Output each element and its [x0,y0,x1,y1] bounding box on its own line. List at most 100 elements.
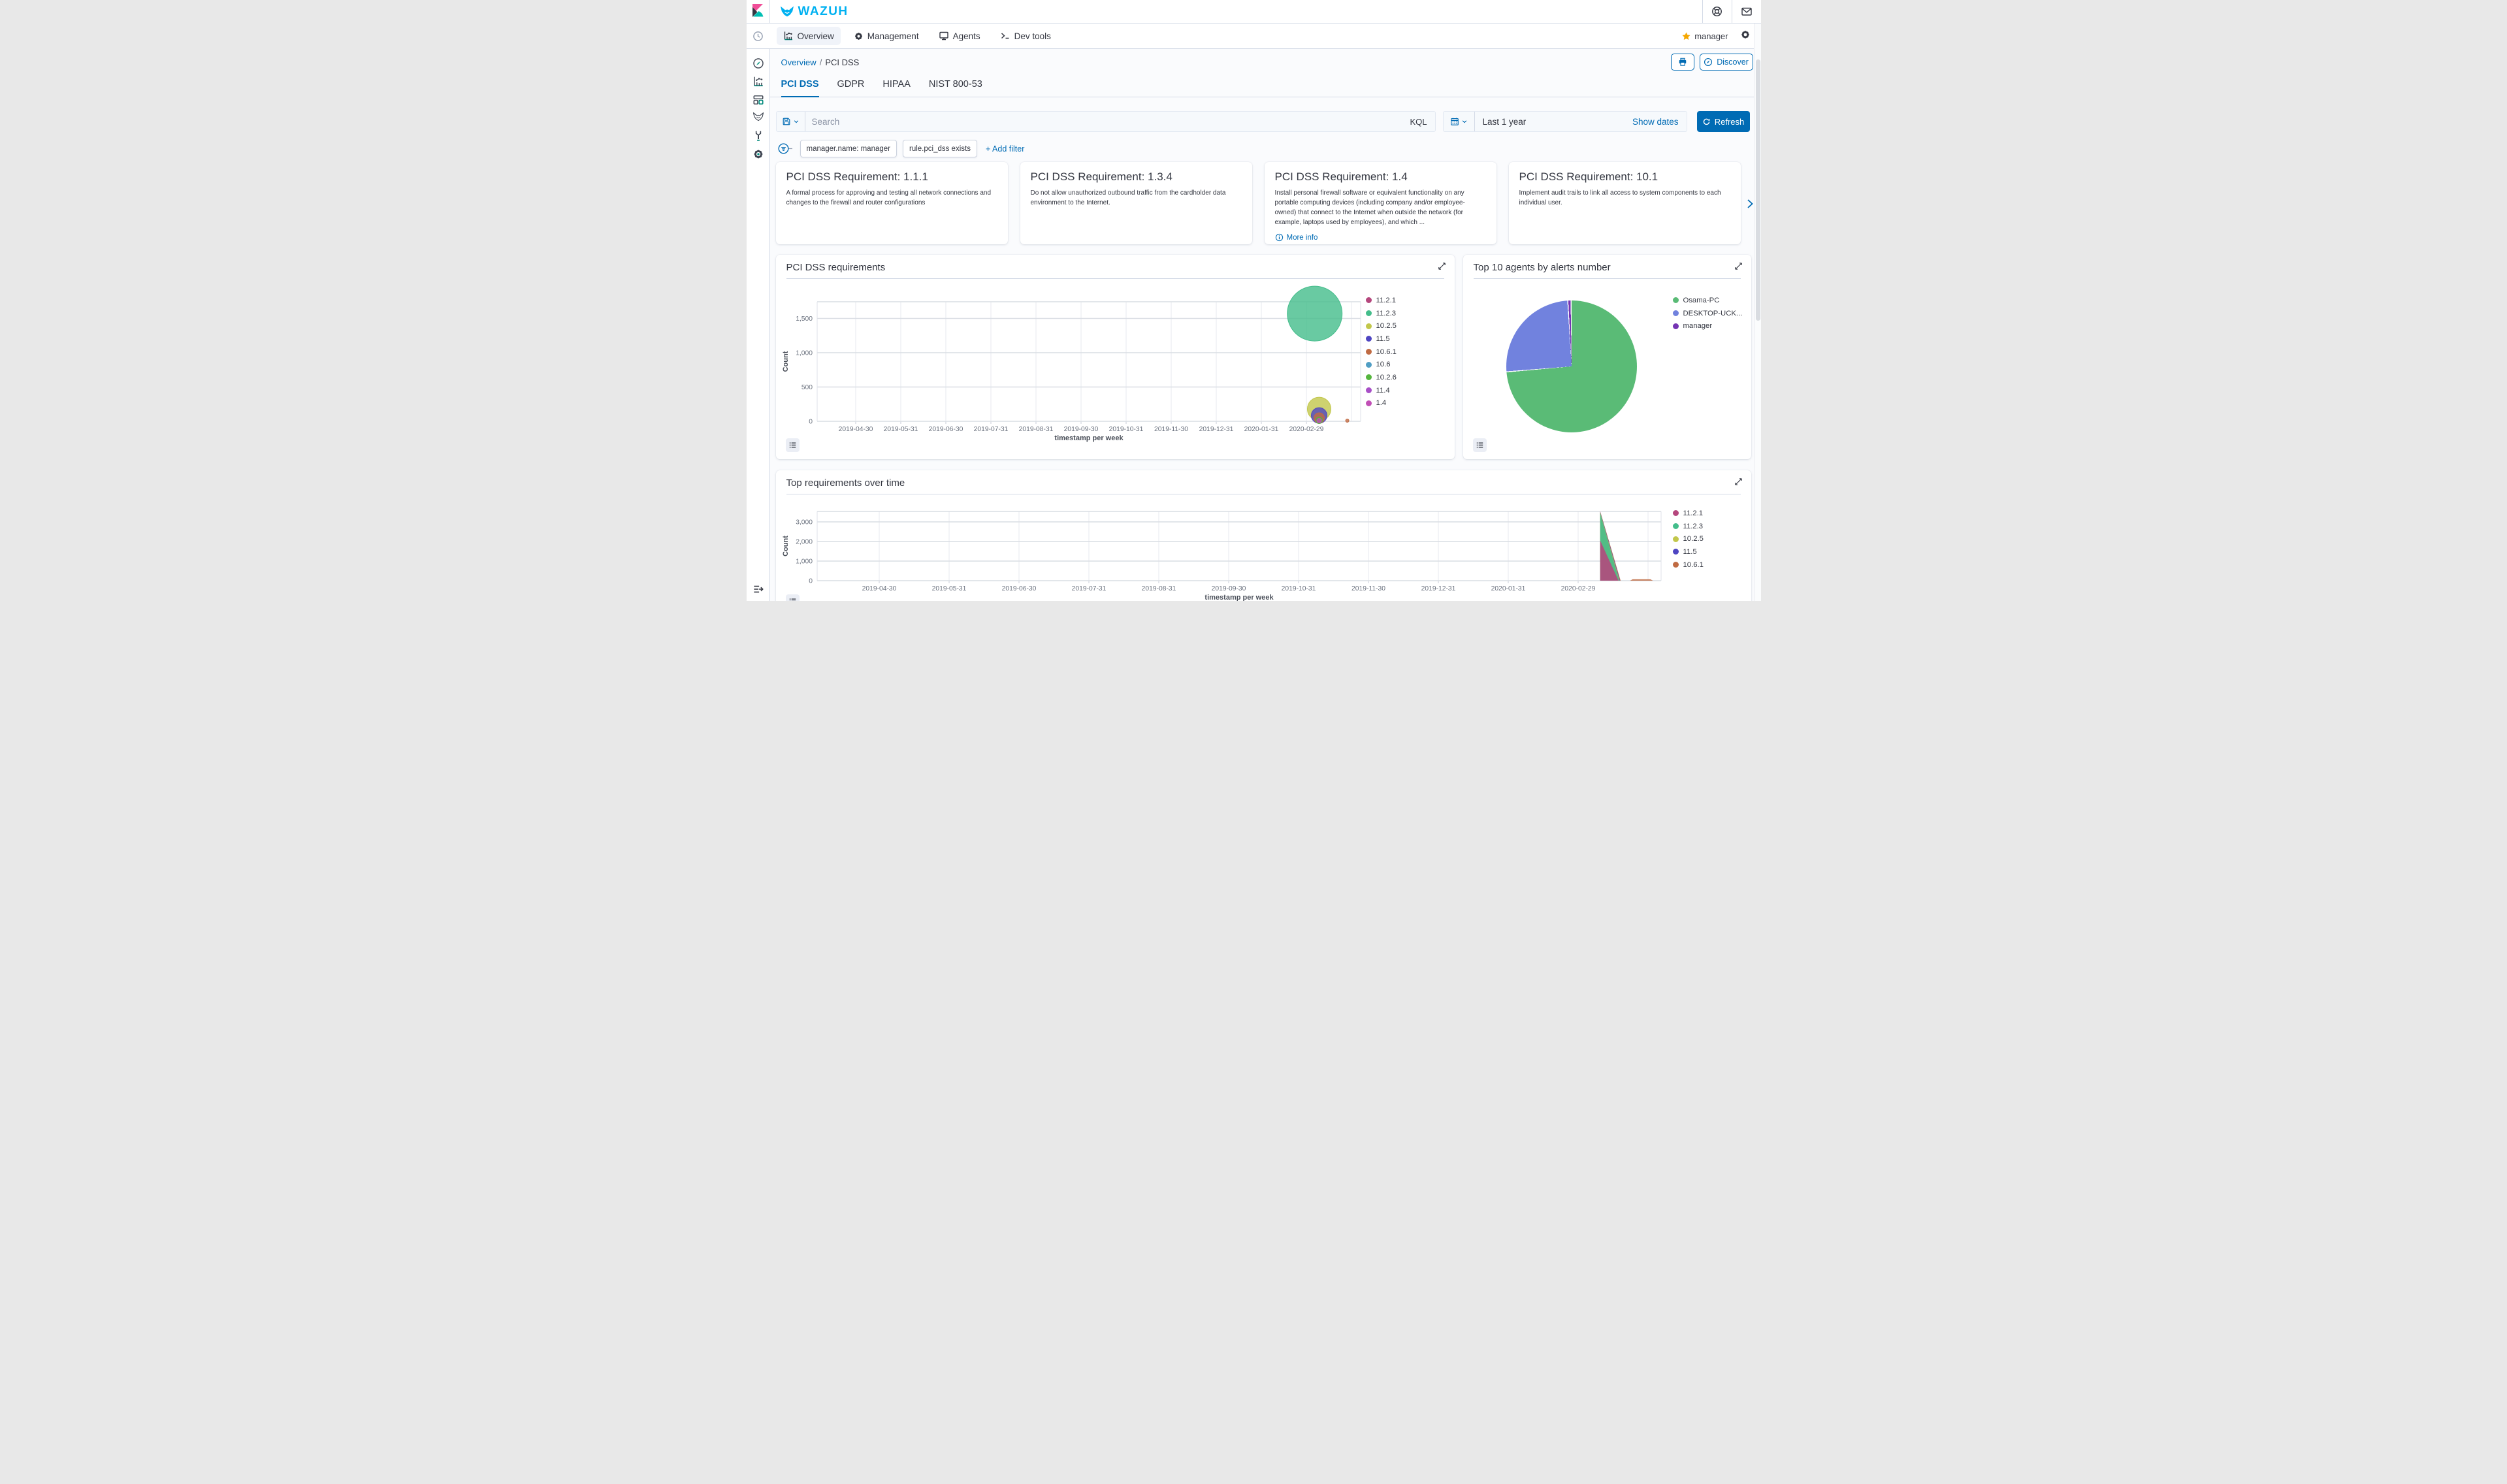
card-body: Implement audit trails to link all acces… [1519,188,1730,208]
newsfeed-button[interactable] [1732,0,1761,23]
recent-items-button[interactable] [747,24,770,48]
date-picker: Last 1 year Show dates [1443,111,1687,132]
legend-item-10.6.1[interactable]: 10.6.1 [1366,346,1397,359]
x-tick-label: 2019-11-30 [1154,426,1188,433]
search-input[interactable] [805,117,1402,127]
bubble-10.6.1[interactable] [1346,419,1349,423]
legend-item-10.2.5[interactable]: 10.2.5 [1673,532,1704,545]
legend-item-11.2.1[interactable]: 11.2.1 [1673,507,1704,520]
printer-icon [1678,57,1687,67]
legend-item-11.2.3[interactable]: 11.2.3 [1673,520,1704,533]
breadcrumb-link-overview[interactable]: Overview [781,57,817,67]
legend-item-11.2.3[interactable]: 11.2.3 [1366,307,1397,320]
legend-label: manager [1683,322,1713,330]
more-info-link[interactable]: More info [1275,233,1486,242]
legend-color-dot [1673,562,1679,568]
sidebar-item-dev-tools[interactable] [752,130,764,142]
x-tick-label: 2019-06-30 [928,426,963,433]
sidebar-item-management[interactable] [752,148,764,160]
expand-panel-button[interactable] [1734,261,1743,271]
legend-color-dot [1366,297,1372,303]
x-tick-label: 2019-06-30 [1001,585,1036,592]
legend-color-dot [1366,349,1372,355]
tab-hipaa[interactable]: HIPAA [882,79,910,97]
stacked-area-chart[interactable]: 2019-04-302019-05-312019-06-302019-07-31… [776,494,1751,601]
y-axis-title: Count [782,351,790,372]
legend-item-manager[interactable]: manager [1673,319,1743,332]
legend-label: 10.2.5 [1683,535,1704,543]
discover-button[interactable]: Discover [1700,54,1753,71]
legend-item-1.4[interactable]: 1.4 [1366,397,1397,410]
legend-item-11.5[interactable]: 11.5 [1673,545,1704,558]
area-residual-10.6.1[interactable] [1630,579,1653,581]
legend-toggle-button[interactable] [786,438,800,452]
kibana-logo[interactable] [747,0,770,23]
legend-item-Osama-PC[interactable]: Osama-PC [1673,294,1743,307]
requirement-card[interactable]: PCI DSS Requirement: 1.3.4 Do not allow … [1020,162,1252,244]
bubble-1.4[interactable] [1316,419,1321,423]
legend-item-DESKTOP-UCK...[interactable]: DESKTOP-UCK... [1673,307,1743,320]
x-tick-label: 2019-08-31 [1141,585,1176,592]
legend-item-10.6.1[interactable]: 10.6.1 [1673,558,1704,572]
saved-query-menu-button[interactable] [777,112,805,131]
legend-item-10.2.6[interactable]: 10.2.6 [1366,371,1397,384]
current-api-user[interactable]: manager [1681,31,1728,41]
panel-title: Top 10 agents by alerts number [1474,262,1611,273]
refresh-button[interactable]: Refresh [1697,111,1750,132]
scrollbar-thumb[interactable] [1756,59,1760,321]
legend-color-dot [1673,536,1679,542]
show-dates-button[interactable]: Show dates [1632,117,1687,127]
sidebar-item-discover[interactable] [752,57,764,69]
legend-label: 11.4 [1376,387,1390,395]
page-scrollbar[interactable] [1754,24,1761,601]
filter-icon[interactable] [777,142,794,155]
filter-pill-manager-name[interactable]: manager.name: manager [800,140,898,157]
x-tick-label: 2019-05-31 [931,585,966,592]
dock-navigation-button[interactable] [752,583,765,596]
dock-navigation-icon [752,583,765,596]
filter-pill-rule-pci-dss[interactable]: rule.pci_dss exists [903,140,977,157]
legend-item-11.5[interactable]: 11.5 [1366,332,1397,346]
recent-clock-icon [752,31,764,42]
nav-tab-agents[interactable]: Agents [932,27,987,45]
wazuh-brand[interactable]: WAZUH [770,5,849,19]
tab-pci-dss[interactable]: PCI DSS [781,79,819,97]
nav-tab-overview[interactable]: Overview [777,27,841,45]
sidebar-item-dashboard[interactable] [752,94,764,106]
requirement-card[interactable]: PCI DSS Requirement: 1.1.1 A formal proc… [776,162,1008,244]
main-content: Overview/PCI DSS Discover PCI DSS GDPR H… [770,49,1754,601]
app-settings-button[interactable] [1740,29,1751,43]
quick-time-menu-button[interactable] [1444,112,1475,131]
x-tick-label: 2019-07-31 [973,426,1008,433]
query-language-button[interactable]: KQL [1402,117,1434,127]
cards-next-button[interactable] [1745,198,1754,210]
bubble-chart[interactable]: 2019-04-302019-05-312019-06-302019-07-31… [776,278,1455,459]
sidebar-item-visualize[interactable] [752,76,764,88]
requirement-card[interactable]: PCI DSS Requirement: 10.1 Implement audi… [1509,162,1741,244]
expand-panel-button[interactable] [1437,261,1447,271]
expand-panel-button[interactable] [1734,477,1743,487]
card-body: Install personal firewall software or eq… [1275,188,1486,227]
y-tick-label: 1,500 [796,315,813,323]
time-range-value[interactable]: Last 1 year [1475,117,1527,127]
nav-tab-dev-tools[interactable]: Dev tools [994,27,1058,45]
bubble-11.2.3[interactable] [1287,286,1342,341]
search-box: KQL [776,111,1436,132]
tab-nist-800-53[interactable]: NIST 800-53 [929,79,982,97]
legend-item-10.2.5[interactable]: 10.2.5 [1366,319,1397,332]
sidebar-item-wazuh[interactable] [752,112,764,123]
nav-tab-management[interactable]: Management [847,27,926,45]
legend-item-11.2.1[interactable]: 11.2.1 [1366,294,1397,307]
tab-gdpr[interactable]: GDPR [837,79,865,97]
help-button[interactable] [1702,0,1732,23]
requirement-card[interactable]: PCI DSS Requirement: 1.4 Install persona… [1265,162,1496,244]
x-tick-label: 2019-12-31 [1199,426,1233,433]
print-report-button[interactable] [1671,54,1694,71]
legend-item-11.4[interactable]: 11.4 [1366,384,1397,397]
add-filter-button[interactable]: + Add filter [986,144,1024,153]
legend-toggle-button[interactable] [786,594,800,601]
nav-tab-label: Dev tools [1014,31,1051,41]
legend-item-10.6[interactable]: 10.6 [1366,358,1397,371]
agents-pie-chart[interactable] [1506,300,1637,432]
legend-toggle-button[interactable] [1473,438,1487,452]
